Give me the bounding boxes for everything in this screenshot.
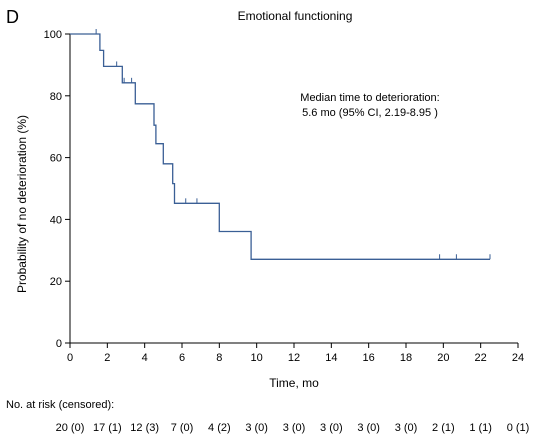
survival-curve bbox=[70, 33, 490, 260]
x-tick-label: 18 bbox=[400, 352, 412, 364]
risk-value: 3 (0) bbox=[320, 422, 343, 434]
x-tick-label: 22 bbox=[475, 352, 487, 364]
y-tick-label: 40 bbox=[50, 214, 62, 226]
risk-table: 20 (0) 17 (1) 12 (3) 7 (0) 4 (2) 3 (0) 3 (0) 3 … bbox=[56, 422, 530, 434]
y-tick-label: 60 bbox=[50, 153, 62, 165]
x-tick-label: 10 bbox=[251, 352, 263, 364]
x-tick-label: 8 bbox=[216, 352, 222, 364]
x-tick-label: 12 bbox=[288, 352, 300, 364]
chart-title: Emotional functioning bbox=[238, 9, 353, 23]
median-annotation-line1: Median time to deterioration: bbox=[300, 92, 439, 104]
x-tick-label: 4 bbox=[142, 352, 148, 364]
x-tick-label: 24 bbox=[512, 352, 524, 364]
risk-value: 2 (1) bbox=[432, 422, 455, 434]
risk-value: 17 (1) bbox=[93, 422, 122, 434]
plot-area bbox=[70, 29, 491, 260]
x-axis-label: Time, mo bbox=[269, 376, 319, 390]
risk-value: 12 (3) bbox=[130, 422, 159, 434]
y-tick-label: 100 bbox=[44, 29, 62, 41]
risk-value: 1 (1) bbox=[469, 422, 492, 434]
x-tick-label: 20 bbox=[437, 352, 449, 364]
x-tick-label: 6 bbox=[179, 352, 185, 364]
risk-value: 3 (0) bbox=[357, 422, 380, 434]
x-tick-label: 2 bbox=[104, 352, 110, 364]
risk-value: 20 (0) bbox=[56, 422, 85, 434]
risk-value: 4 (2) bbox=[208, 422, 231, 434]
risk-table-label: No. at risk (censored): bbox=[6, 399, 114, 411]
y-tick-label: 0 bbox=[56, 338, 62, 350]
y-tick-label: 20 bbox=[50, 276, 62, 288]
median-annotation-line2: 5.6 mo (95% CI, 2.19-8.95 ) bbox=[302, 107, 438, 119]
risk-value: 7 (0) bbox=[171, 422, 194, 434]
risk-value: 0 (1) bbox=[507, 422, 530, 434]
risk-value: 3 (0) bbox=[245, 422, 268, 434]
x-tick-label: 16 bbox=[363, 352, 375, 364]
risk-value: 3 (0) bbox=[283, 422, 306, 434]
risk-value: 3 (0) bbox=[395, 422, 418, 434]
y-tick-label: 80 bbox=[50, 91, 62, 103]
panel-label: D bbox=[6, 7, 19, 27]
x-tick-label: 14 bbox=[325, 352, 337, 364]
x-tick-label: 0 bbox=[67, 352, 73, 364]
y-axis-label: Probability of no deterioration (%) bbox=[15, 115, 29, 293]
